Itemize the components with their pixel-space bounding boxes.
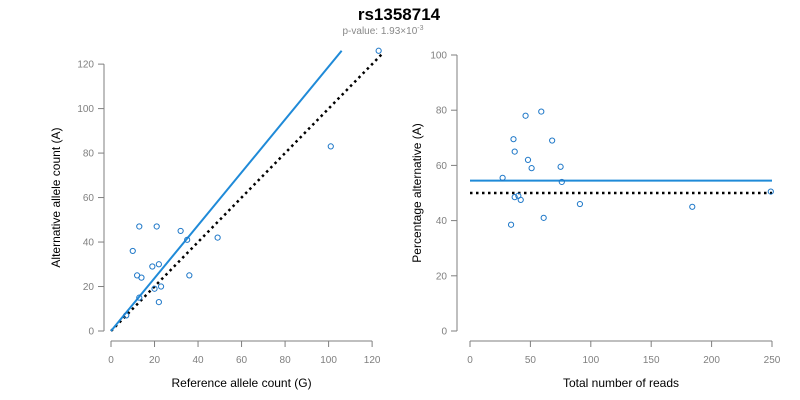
- data-point: [327, 143, 334, 150]
- data-point: [557, 163, 564, 170]
- data-point: [522, 112, 529, 119]
- y-tick-label: 40: [436, 216, 448, 227]
- x-tick-label: 0: [467, 355, 473, 366]
- y-tick-label: 120: [77, 60, 94, 71]
- y-tick-label: 60: [436, 161, 448, 172]
- data-point: [136, 223, 143, 230]
- data-point: [155, 261, 162, 268]
- x-tick-label: 0: [108, 355, 114, 366]
- y-tick-label: 0: [88, 327, 94, 338]
- data-point: [129, 247, 136, 255]
- y-tick-label: 60: [83, 193, 95, 204]
- chart-subtitle: p-value: 1.93×10-3: [342, 25, 423, 37]
- x-axis-label: Reference allele count (G): [172, 376, 312, 390]
- data-point: [538, 108, 545, 115]
- x-tick-label: 200: [703, 355, 720, 366]
- left-panel: 0 20 40 60 80 100 120 0 20 40 60 80 100 120 Reference …: [49, 47, 384, 390]
- x-tick-label: 60: [236, 355, 248, 366]
- x-tick-label: 250: [764, 355, 781, 366]
- chart-title: rs1358714: [358, 5, 441, 24]
- y-tick-label: 100: [430, 51, 447, 62]
- data-point: [528, 165, 535, 172]
- data-point: [214, 234, 221, 241]
- subtitle-exponent: -3: [417, 25, 423, 32]
- y-tick-label: 0: [441, 327, 447, 338]
- data-point: [153, 223, 160, 230]
- data-point: [689, 203, 696, 210]
- reference-line: [110, 52, 384, 332]
- right-panel: 0 50 100 150 200 250 0 20 40 60 80 100 Total number …: [410, 51, 781, 391]
- data-point: [184, 236, 191, 243]
- data-point: [151, 285, 158, 292]
- data-point: [767, 188, 774, 195]
- data-point: [558, 178, 565, 186]
- data-point: [123, 312, 130, 319]
- x-tick-label: 150: [643, 355, 660, 366]
- y-tick-label: 80: [83, 149, 95, 160]
- x-tick-label: 100: [582, 355, 599, 366]
- x-tick-label: 120: [364, 355, 381, 366]
- x-tick-label: 100: [320, 355, 337, 366]
- y-tick-label: 20: [83, 282, 95, 293]
- data-point: [540, 214, 547, 221]
- y-tick-label: 100: [77, 104, 94, 115]
- data-point: [499, 174, 506, 181]
- x-tick-label: 50: [525, 355, 537, 366]
- y-axis-label: Alternative allele count (A): [49, 128, 63, 268]
- data-point: [549, 137, 556, 144]
- data-point: [149, 263, 156, 270]
- x-tick-label: 80: [280, 355, 292, 366]
- x-axis-label: Total number of reads: [563, 376, 679, 390]
- data-point: [576, 200, 584, 208]
- y-tick-label: 80: [436, 106, 448, 117]
- data-point: [136, 294, 143, 301]
- data-point: [375, 47, 382, 54]
- data-point: [507, 221, 515, 228]
- fit-line: [110, 50, 343, 332]
- data-point: [517, 196, 524, 203]
- data-point: [510, 136, 517, 143]
- data-point: [511, 194, 518, 201]
- x-tick-label: 20: [149, 355, 161, 366]
- x-tick-label: 40: [192, 355, 204, 366]
- data-point: [511, 148, 518, 155]
- data-point: [155, 298, 162, 306]
- y-tick-label: 20: [436, 271, 448, 282]
- y-axis-label: Percentage alternative (A): [410, 123, 424, 262]
- data-point: [186, 272, 193, 279]
- data-point: [177, 227, 184, 235]
- y-tick-label: 40: [83, 238, 95, 249]
- data-point: [157, 283, 165, 290]
- subtitle-prefix: p-value: 1.93×10: [342, 26, 417, 37]
- data-point: [138, 274, 145, 281]
- data-point: [524, 156, 532, 163]
